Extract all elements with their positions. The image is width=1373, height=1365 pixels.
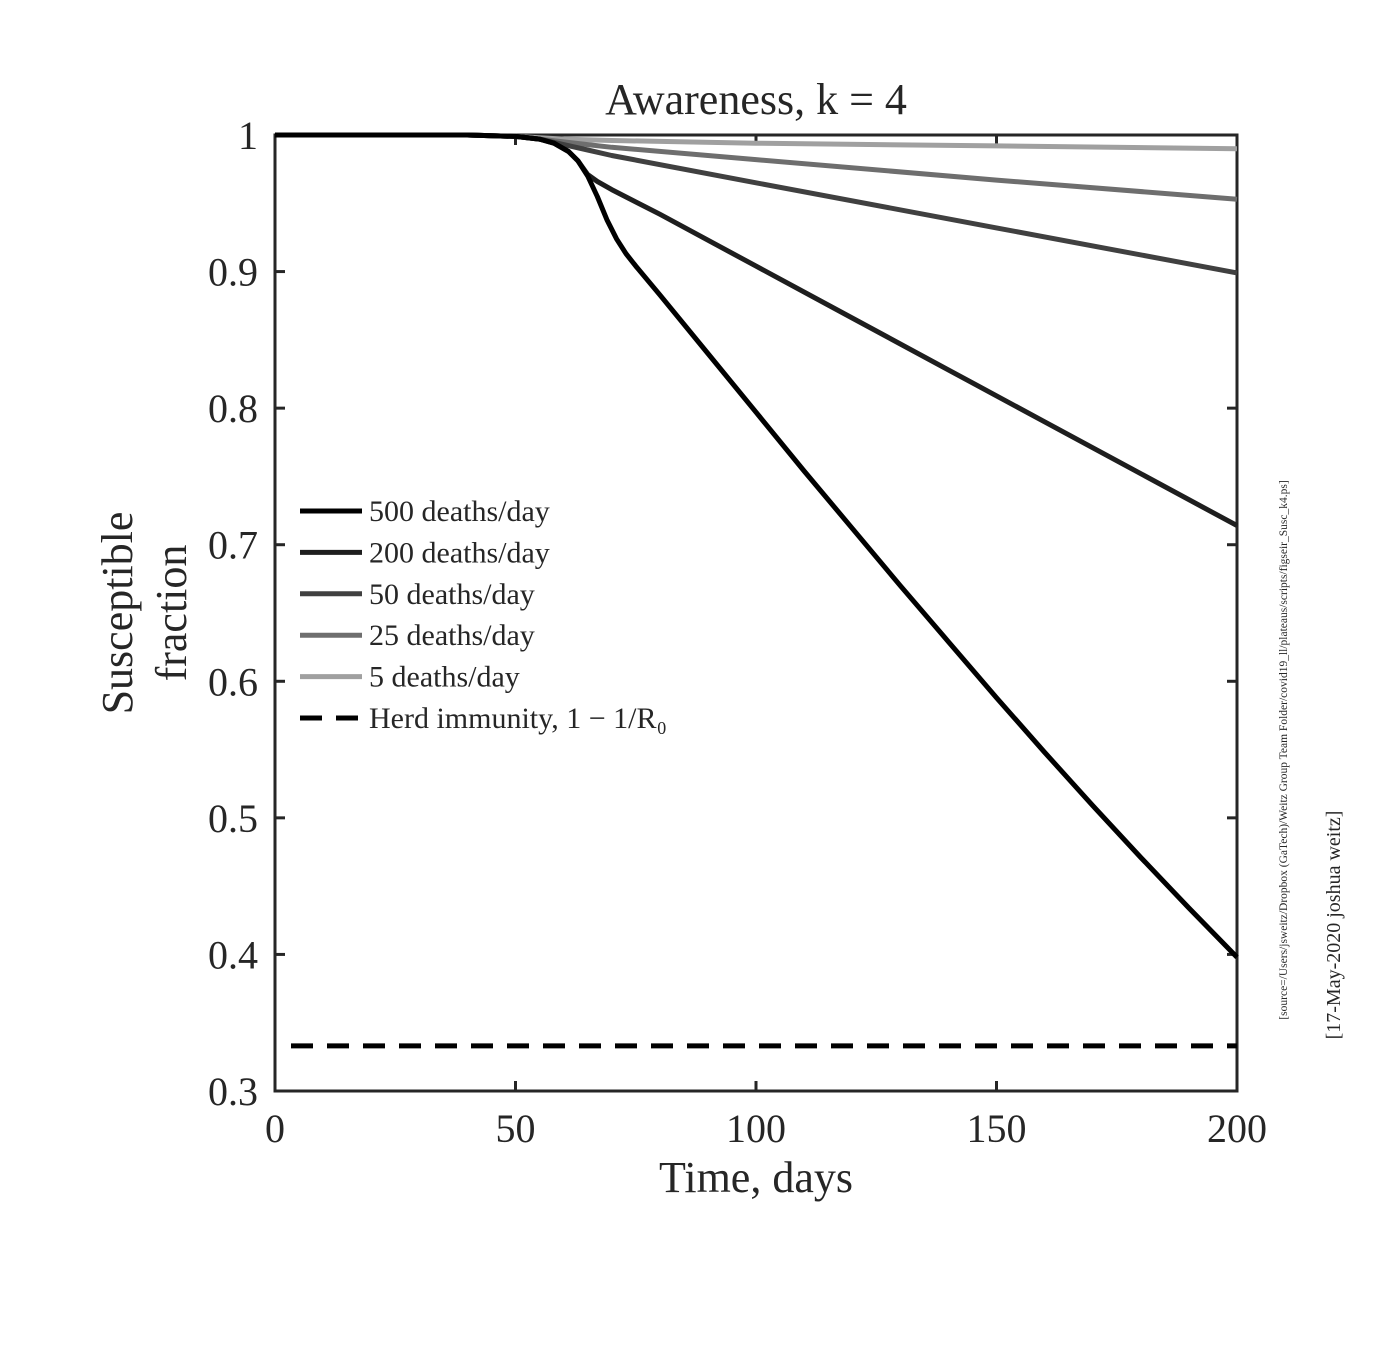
y-axis: 0.3 0.4 0.5 0.6 0.7 0.8 0.9 1 xyxy=(208,113,1237,1114)
y-axis-label-line2: fraction xyxy=(147,545,196,682)
y-axis-label-line1: Susceptible xyxy=(93,512,142,715)
y-tick-label: 0.5 xyxy=(208,796,258,841)
x-axis-label: Time, days xyxy=(659,1153,853,1202)
y-tick-label: 1 xyxy=(238,113,258,158)
chart-title: Awareness, k = 4 xyxy=(605,75,907,124)
y-tick-label: 0.9 xyxy=(208,250,258,295)
x-tick-label: 150 xyxy=(967,1106,1027,1151)
x-tick-label: 50 xyxy=(496,1106,536,1151)
source-annotation: [source=/Users/jsweitz/Dropbox (GaTech)/… xyxy=(1278,480,1290,1019)
y-tick-label: 0.3 xyxy=(208,1069,258,1114)
y-tick-label: 0.4 xyxy=(208,932,258,977)
legend-label-5: Herd immunity, 1 − 1/R₀ xyxy=(369,702,667,735)
series-layer xyxy=(275,132,1239,959)
y-tick-label: 0.8 xyxy=(208,386,258,431)
legend-label-2: 50 deaths/day xyxy=(369,578,535,611)
x-axis: 0 50 100 150 200 xyxy=(265,135,1267,1151)
legend-label-3: 25 deaths/day xyxy=(369,619,535,652)
credit-annotation: [17-May-2020 joshua weitz] xyxy=(1323,811,1345,1040)
x-tick-label: 200 xyxy=(1207,1106,1267,1151)
y-tick-label: 0.7 xyxy=(208,523,258,568)
series-line-0 xyxy=(275,132,1239,959)
legend-label-4: 5 deaths/day xyxy=(369,661,520,694)
legend: 500 deaths/day 200 deaths/day 50 deaths/da… xyxy=(300,495,667,735)
x-tick-label: 0 xyxy=(265,1106,285,1151)
legend-label-0: 500 deaths/day xyxy=(369,495,550,528)
x-tick-label: 100 xyxy=(726,1106,786,1151)
legend-label-1: 200 deaths/day xyxy=(369,536,550,569)
y-tick-label: 0.6 xyxy=(208,659,258,704)
